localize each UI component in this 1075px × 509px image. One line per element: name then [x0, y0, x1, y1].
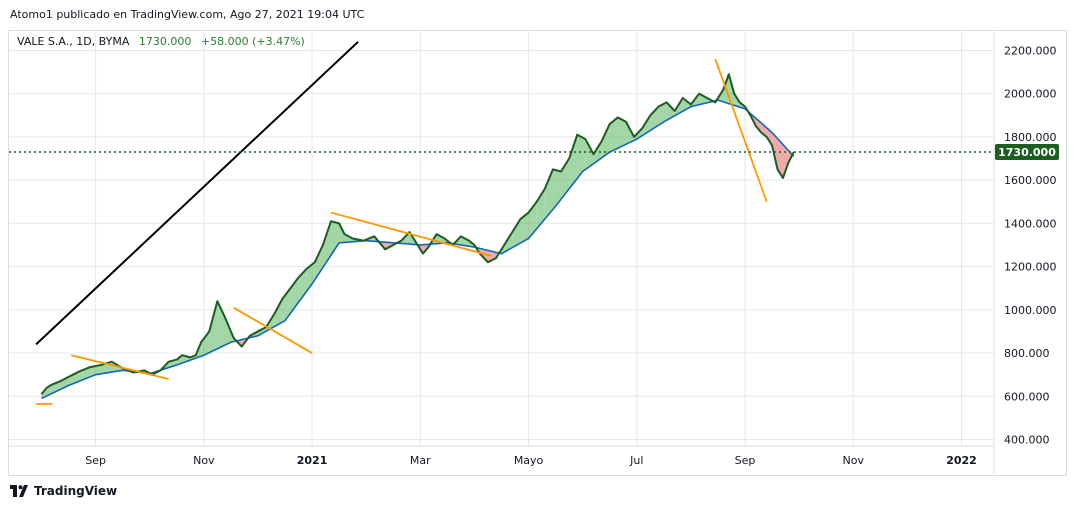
x-tick-label: Sep	[85, 454, 106, 467]
cloud-up-segment	[512, 219, 521, 248]
orange-trendline	[714, 58, 768, 203]
orange-trendline	[233, 306, 313, 354]
chart-frame	[8, 30, 1067, 476]
cloud-up-segment	[593, 141, 602, 164]
x-tick-label: 2021	[297, 454, 328, 467]
y-tick-label: 2200.000	[1004, 44, 1057, 57]
y-tick-label: 1200.000	[1004, 261, 1057, 274]
x-tick-label: Mayo	[514, 454, 544, 467]
y-tick-label: 400.000	[1004, 434, 1050, 447]
orange-trendline	[71, 354, 169, 380]
cloud-up-segment	[176, 355, 183, 365]
cloud-up-segment	[331, 221, 340, 256]
cloud-up-segment	[201, 331, 210, 357]
footer-brand: TradingView	[34, 484, 118, 498]
cloud-up-segment	[617, 117, 626, 149]
cloud-up-segment	[699, 93, 708, 105]
last-price-tag-label: 1730.000	[998, 146, 1056, 159]
cloud-up-segment	[520, 212, 529, 244]
footer: TradingView	[10, 484, 117, 498]
y-tick-label: 1000.000	[1004, 304, 1057, 317]
cloud-up-segment	[306, 262, 315, 292]
y-tick-label: 1400.000	[1004, 217, 1057, 230]
y-tick-label: 2000.000	[1004, 88, 1057, 101]
cloud-up-segment	[666, 102, 675, 121]
x-tick-label: Nov	[843, 454, 865, 467]
x-tick-label: 2022	[946, 454, 977, 467]
tradingview-logo-icon	[10, 485, 28, 497]
cloud-up-segment	[314, 244, 323, 280]
cloud-up-segment	[658, 102, 667, 126]
cloud-up-segment	[274, 299, 283, 327]
cloud-down-segment	[777, 138, 783, 178]
y-tick-label: 800.000	[1004, 347, 1050, 360]
cloud-up-segment	[682, 98, 691, 112]
x-tick-label: Nov	[193, 454, 215, 467]
publisher-line: Atomo1 publicado en TradingView.com, Ago…	[10, 8, 365, 21]
cloud-down-segment	[782, 144, 789, 178]
legend-change: +58.000 (+3.47%)	[200, 35, 305, 48]
y-tick-label: 1800.000	[1004, 131, 1057, 144]
cloud-up-segment	[577, 134, 586, 179]
legend-symbol: VALE S.A., 1D, BYMA	[17, 35, 130, 48]
cloud-up-segment	[650, 106, 659, 131]
x-tick-label: Sep	[735, 454, 756, 467]
y-tick-label: 600.000	[1004, 390, 1050, 403]
cloud-up-segment	[217, 301, 226, 349]
orange-trendline	[330, 211, 491, 257]
cloud-up-segment	[601, 123, 610, 158]
black-trendline	[35, 41, 359, 346]
cloud-down-segment	[755, 118, 762, 133]
legend-last: 1730.000	[138, 35, 192, 48]
x-tick-label: Jul	[629, 454, 643, 467]
last-price-tag	[995, 144, 1059, 161]
cloud-up-segment	[322, 221, 332, 268]
cloud-up-segment	[552, 169, 562, 210]
cloud-up-segment	[609, 117, 618, 153]
cloud-up-segment	[585, 139, 594, 170]
y-tick-label: 1600.000	[1004, 174, 1057, 187]
price-line	[40, 73, 795, 395]
cloud-down-segment	[487, 250, 497, 263]
cloud-up-segment	[460, 236, 470, 247]
moving-average-line	[41, 99, 795, 400]
x-tick-label: Mar	[410, 454, 431, 467]
price-chart[interactable]: 2200.000 2000.000 1800.000 1600.000 1400.000…	[0, 0, 1075, 480]
cloud-up-segment	[569, 134, 578, 189]
chart-legend: VALE S.A., 1D, BYMA 1730.000 +58.000 (+3…	[17, 35, 305, 48]
cloud-up-segment	[209, 301, 218, 353]
cloud-up-segment	[544, 169, 553, 220]
